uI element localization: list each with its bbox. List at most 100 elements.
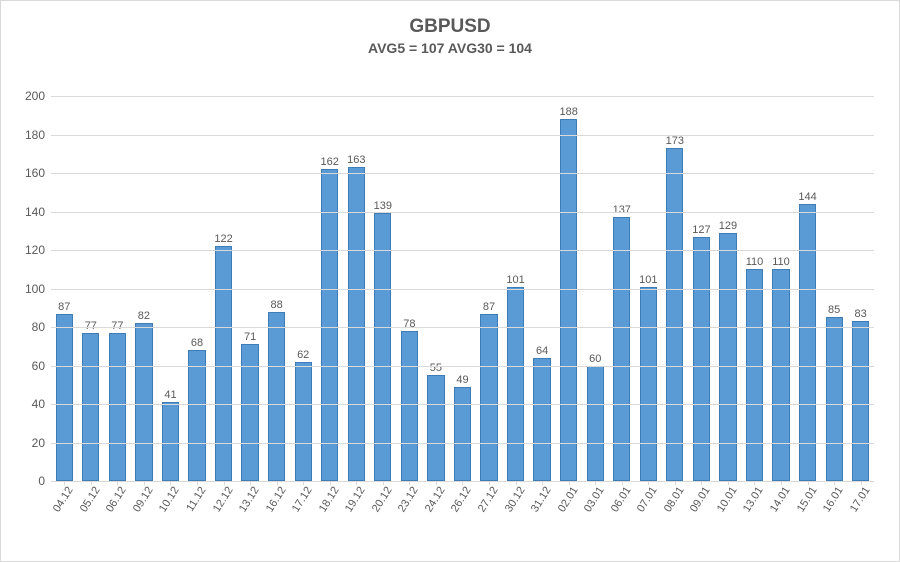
x-axis-category-label: 06.12 xyxy=(104,485,129,515)
x-axis-category-label: 30.12 xyxy=(502,485,527,515)
chart-title: GBPUSD xyxy=(1,1,899,38)
x-label-slot: 16.12 xyxy=(263,481,290,561)
bar-value-label: 188 xyxy=(559,106,577,120)
bar-value-label: 144 xyxy=(798,191,816,205)
y-axis-tick-label: 100 xyxy=(25,282,51,296)
bar-value-label: 85 xyxy=(828,304,840,318)
bar: 110 xyxy=(772,269,789,481)
x-label-slot: 09.12 xyxy=(131,481,158,561)
x-axis-category-label: 17.01 xyxy=(848,485,873,515)
chart-subtitle: AVG5 = 107 AVG30 = 104 xyxy=(1,38,899,56)
y-axis-tick-label: 120 xyxy=(25,243,51,257)
y-axis-tick-label: 40 xyxy=(32,397,51,411)
x-axis-category-label: 09.01 xyxy=(688,485,713,515)
y-axis-tick-label: 200 xyxy=(25,89,51,103)
bar-value-label: 163 xyxy=(347,154,365,168)
x-label-slot: 09.01 xyxy=(688,481,715,561)
x-label-slot: 03.01 xyxy=(582,481,609,561)
x-label-slot: 04.12 xyxy=(51,481,78,561)
y-axis-tick-label: 160 xyxy=(25,166,51,180)
x-axis-category-label: 10.01 xyxy=(715,485,740,515)
y-axis-tick-label: 20 xyxy=(32,436,51,450)
x-label-slot: 17.12 xyxy=(290,481,317,561)
bar-value-label: 87 xyxy=(483,301,495,315)
bar: 77 xyxy=(109,333,126,481)
bar: 64 xyxy=(533,358,550,481)
x-axis-category-label: 20.12 xyxy=(370,485,395,515)
bar-value-label: 110 xyxy=(746,256,764,270)
x-label-slot: 05.12 xyxy=(78,481,105,561)
bar: 83 xyxy=(852,321,869,481)
x-label-slot: 30.12 xyxy=(502,481,529,561)
bar: 82 xyxy=(135,323,152,481)
bar-value-label: 71 xyxy=(244,331,256,345)
gridline xyxy=(51,404,874,405)
x-label-slot: 20.12 xyxy=(370,481,397,561)
bar: 101 xyxy=(640,287,657,481)
x-label-slot: 26.12 xyxy=(449,481,476,561)
x-axis-category-label: 10.12 xyxy=(157,485,182,515)
x-axis-category-label: 26.12 xyxy=(449,485,474,515)
x-axis-category-label: 17.12 xyxy=(290,485,315,515)
x-axis-category-label: 24.12 xyxy=(423,485,448,515)
bar: 139 xyxy=(374,213,391,481)
bar-value-label: 68 xyxy=(191,337,203,351)
x-axis-category-label: 05.12 xyxy=(78,485,103,515)
gridline xyxy=(51,96,874,97)
gridline xyxy=(51,135,874,136)
x-label-slot: 14.01 xyxy=(768,481,795,561)
y-axis-tick-label: 80 xyxy=(32,320,51,334)
bar-value-label: 60 xyxy=(589,353,601,367)
bar: 55 xyxy=(427,375,444,481)
y-axis-tick-label: 140 xyxy=(25,205,51,219)
x-label-slot: 16.01 xyxy=(821,481,848,561)
chart-container: GBPUSD AVG5 = 107 AVG30 = 104 8777778241… xyxy=(0,0,900,562)
bar-value-label: 55 xyxy=(430,362,442,376)
x-axis-category-label: 16.12 xyxy=(264,485,289,515)
bar: 88 xyxy=(268,312,285,481)
y-axis-tick-label: 180 xyxy=(25,128,51,142)
x-axis-category-label: 07.01 xyxy=(635,485,660,515)
x-label-slot: 18.12 xyxy=(316,481,343,561)
bar: 87 xyxy=(480,314,497,481)
x-axis-category-label: 16.01 xyxy=(821,485,846,515)
x-axis-labels: 04.1205.1206.1209.1210.1211.1212.1213.12… xyxy=(51,481,874,561)
gridline xyxy=(51,250,874,251)
x-label-slot: 11.12 xyxy=(184,481,211,561)
x-axis-category-label: 04.12 xyxy=(51,485,76,515)
x-label-slot: 10.01 xyxy=(715,481,742,561)
gridline xyxy=(51,366,874,367)
x-label-slot: 10.12 xyxy=(157,481,184,561)
x-axis-category-label: 13.01 xyxy=(741,485,766,515)
gridline xyxy=(51,327,874,328)
bar: 144 xyxy=(799,204,816,481)
bar: 85 xyxy=(826,317,843,481)
x-axis-category-label: 31.12 xyxy=(529,485,554,515)
gridline xyxy=(51,443,874,444)
bar: 173 xyxy=(666,148,683,481)
x-axis-category-label: 03.01 xyxy=(582,485,607,515)
x-label-slot: 13.01 xyxy=(741,481,768,561)
bar-value-label: 88 xyxy=(271,299,283,313)
x-label-slot: 17.01 xyxy=(847,481,874,561)
x-label-slot: 12.12 xyxy=(210,481,237,561)
x-label-slot: 24.12 xyxy=(423,481,450,561)
x-label-slot: 23.12 xyxy=(396,481,423,561)
x-axis-category-label: 27.12 xyxy=(476,485,501,515)
bar-value-label: 101 xyxy=(639,274,657,288)
x-axis-category-label: 23.12 xyxy=(396,485,421,515)
bar-value-label: 101 xyxy=(506,274,524,288)
bar-value-label: 82 xyxy=(138,310,150,324)
x-label-slot: 06.01 xyxy=(608,481,635,561)
bar: 127 xyxy=(693,237,710,481)
bar: 110 xyxy=(746,269,763,481)
bar: 62 xyxy=(295,362,312,481)
bar-value-label: 41 xyxy=(164,389,176,403)
y-axis-tick-label: 60 xyxy=(32,359,51,373)
x-label-slot: 15.01 xyxy=(794,481,821,561)
bar-value-label: 64 xyxy=(536,345,548,359)
x-label-slot: 27.12 xyxy=(476,481,503,561)
x-axis-category-label: 11.12 xyxy=(184,485,208,514)
x-label-slot: 19.12 xyxy=(343,481,370,561)
x-axis-category-label: 18.12 xyxy=(317,485,342,515)
